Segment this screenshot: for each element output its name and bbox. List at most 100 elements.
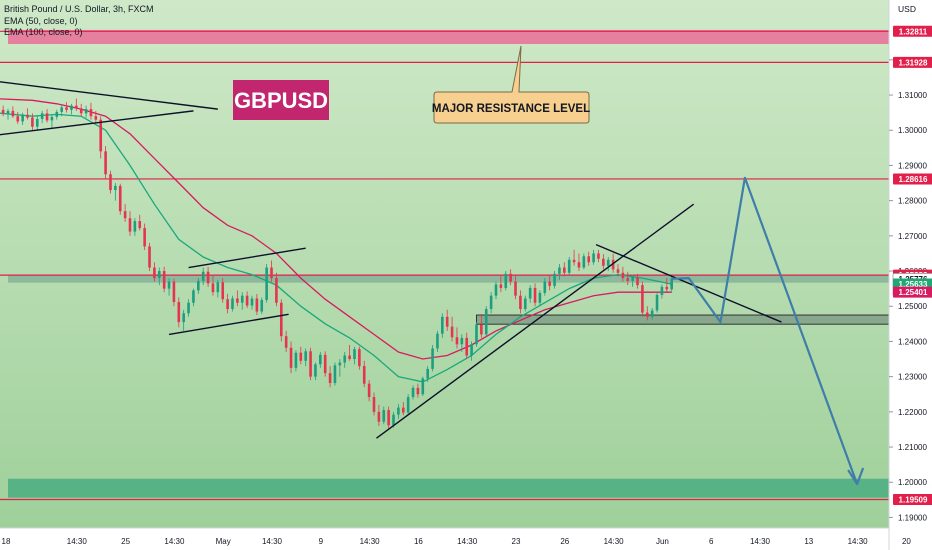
candle bbox=[597, 249, 600, 263]
candle-body bbox=[660, 286, 664, 295]
candle-body bbox=[645, 312, 649, 317]
time-axis-background bbox=[0, 528, 889, 550]
candle-body bbox=[558, 267, 561, 274]
price-box-bg bbox=[893, 173, 932, 185]
candle bbox=[480, 313, 483, 338]
x-tick-label: 25 bbox=[121, 537, 130, 546]
candle-body bbox=[636, 277, 639, 286]
candle-body bbox=[475, 324, 478, 345]
candle-body bbox=[299, 352, 303, 361]
candle-body bbox=[162, 271, 166, 289]
candle bbox=[641, 281, 644, 317]
candle bbox=[401, 401, 405, 416]
candle bbox=[577, 253, 581, 272]
candle bbox=[89, 102, 93, 120]
projection-path bbox=[671, 176, 859, 485]
x-tick-label: 14:30 bbox=[262, 537, 283, 546]
candle bbox=[138, 214, 142, 231]
plot-background bbox=[0, 0, 889, 528]
candle bbox=[563, 262, 566, 277]
y-tick-label: 1.21000 bbox=[898, 443, 927, 452]
candle bbox=[314, 362, 317, 381]
chart-legend: British Pound / U.S. Dollar, 3h, FXCM EM… bbox=[4, 4, 154, 39]
candle bbox=[333, 362, 337, 386]
trendline-2 bbox=[0, 110, 194, 136]
trendline-6 bbox=[595, 243, 782, 323]
candle bbox=[157, 267, 161, 286]
candle-body bbox=[367, 383, 371, 398]
zone-resistance bbox=[8, 29, 889, 44]
candle bbox=[187, 299, 190, 317]
callout-text: MAJOR RESISTANCE LEVEL bbox=[432, 103, 590, 115]
price-box-bg bbox=[893, 56, 932, 68]
candle-body bbox=[153, 267, 156, 279]
candle bbox=[79, 103, 83, 117]
candle bbox=[548, 274, 551, 291]
candle-body bbox=[231, 298, 234, 310]
candle bbox=[616, 264, 620, 277]
candle-body bbox=[99, 119, 103, 152]
candle bbox=[70, 103, 73, 115]
y-tick-label: 1.27000 bbox=[898, 232, 927, 241]
candle bbox=[177, 297, 181, 328]
x-tick-label: 6 bbox=[709, 537, 714, 546]
candle bbox=[489, 292, 493, 314]
candle-body bbox=[655, 294, 659, 311]
candle bbox=[104, 146, 107, 180]
candle-body bbox=[406, 397, 410, 413]
candle bbox=[450, 316, 454, 342]
candle-body bbox=[528, 287, 532, 299]
y-tick-label: 1.22000 bbox=[898, 408, 927, 417]
candle bbox=[299, 346, 303, 365]
candle-body bbox=[548, 281, 551, 286]
x-tick-label: 23 bbox=[512, 537, 521, 546]
y-tick-label: 1.28000 bbox=[898, 197, 927, 206]
candle bbox=[221, 278, 225, 303]
candle-body bbox=[343, 355, 347, 363]
candle bbox=[133, 218, 137, 236]
price-box-resistance: 1.32811 bbox=[893, 25, 932, 37]
candle bbox=[255, 293, 259, 316]
candle-body bbox=[309, 351, 312, 377]
price-box-label: 1.25633 bbox=[899, 280, 928, 289]
projection-arrowhead bbox=[847, 467, 865, 486]
x-tick-label: 14:30 bbox=[750, 537, 771, 546]
candle bbox=[11, 106, 15, 118]
candle bbox=[201, 267, 205, 286]
candle-body bbox=[348, 355, 351, 360]
candle-body bbox=[397, 407, 400, 415]
candle bbox=[494, 281, 498, 300]
candle-body bbox=[177, 302, 181, 323]
candle bbox=[231, 295, 234, 312]
candle-body bbox=[270, 267, 273, 279]
candle-body bbox=[563, 267, 566, 273]
candle bbox=[377, 404, 381, 426]
candle-body bbox=[94, 116, 98, 120]
y-tick-label: 1.20000 bbox=[898, 478, 927, 487]
candle bbox=[538, 290, 542, 307]
candle bbox=[6, 108, 10, 120]
candle-body bbox=[441, 316, 444, 334]
candle-body bbox=[70, 105, 73, 110]
candle bbox=[362, 360, 366, 388]
x-tick-label: 14:30 bbox=[604, 537, 625, 546]
candle bbox=[1, 105, 5, 117]
candle bbox=[192, 288, 195, 307]
candle-body bbox=[572, 259, 576, 263]
candle bbox=[26, 108, 29, 120]
candle-body bbox=[157, 271, 161, 279]
x-tick-label: May bbox=[216, 537, 231, 546]
candle-body bbox=[587, 256, 591, 263]
candle bbox=[304, 348, 307, 367]
x-tick-label: 14:30 bbox=[67, 537, 88, 546]
callout-bubble bbox=[433, 45, 590, 124]
candle-body bbox=[275, 278, 278, 303]
candle-body bbox=[314, 364, 317, 377]
candle-body bbox=[26, 114, 29, 118]
candle bbox=[655, 292, 659, 313]
candle bbox=[319, 352, 322, 368]
candle-body bbox=[353, 349, 356, 360]
price-box-bg bbox=[893, 494, 932, 506]
candle-body bbox=[489, 295, 493, 310]
